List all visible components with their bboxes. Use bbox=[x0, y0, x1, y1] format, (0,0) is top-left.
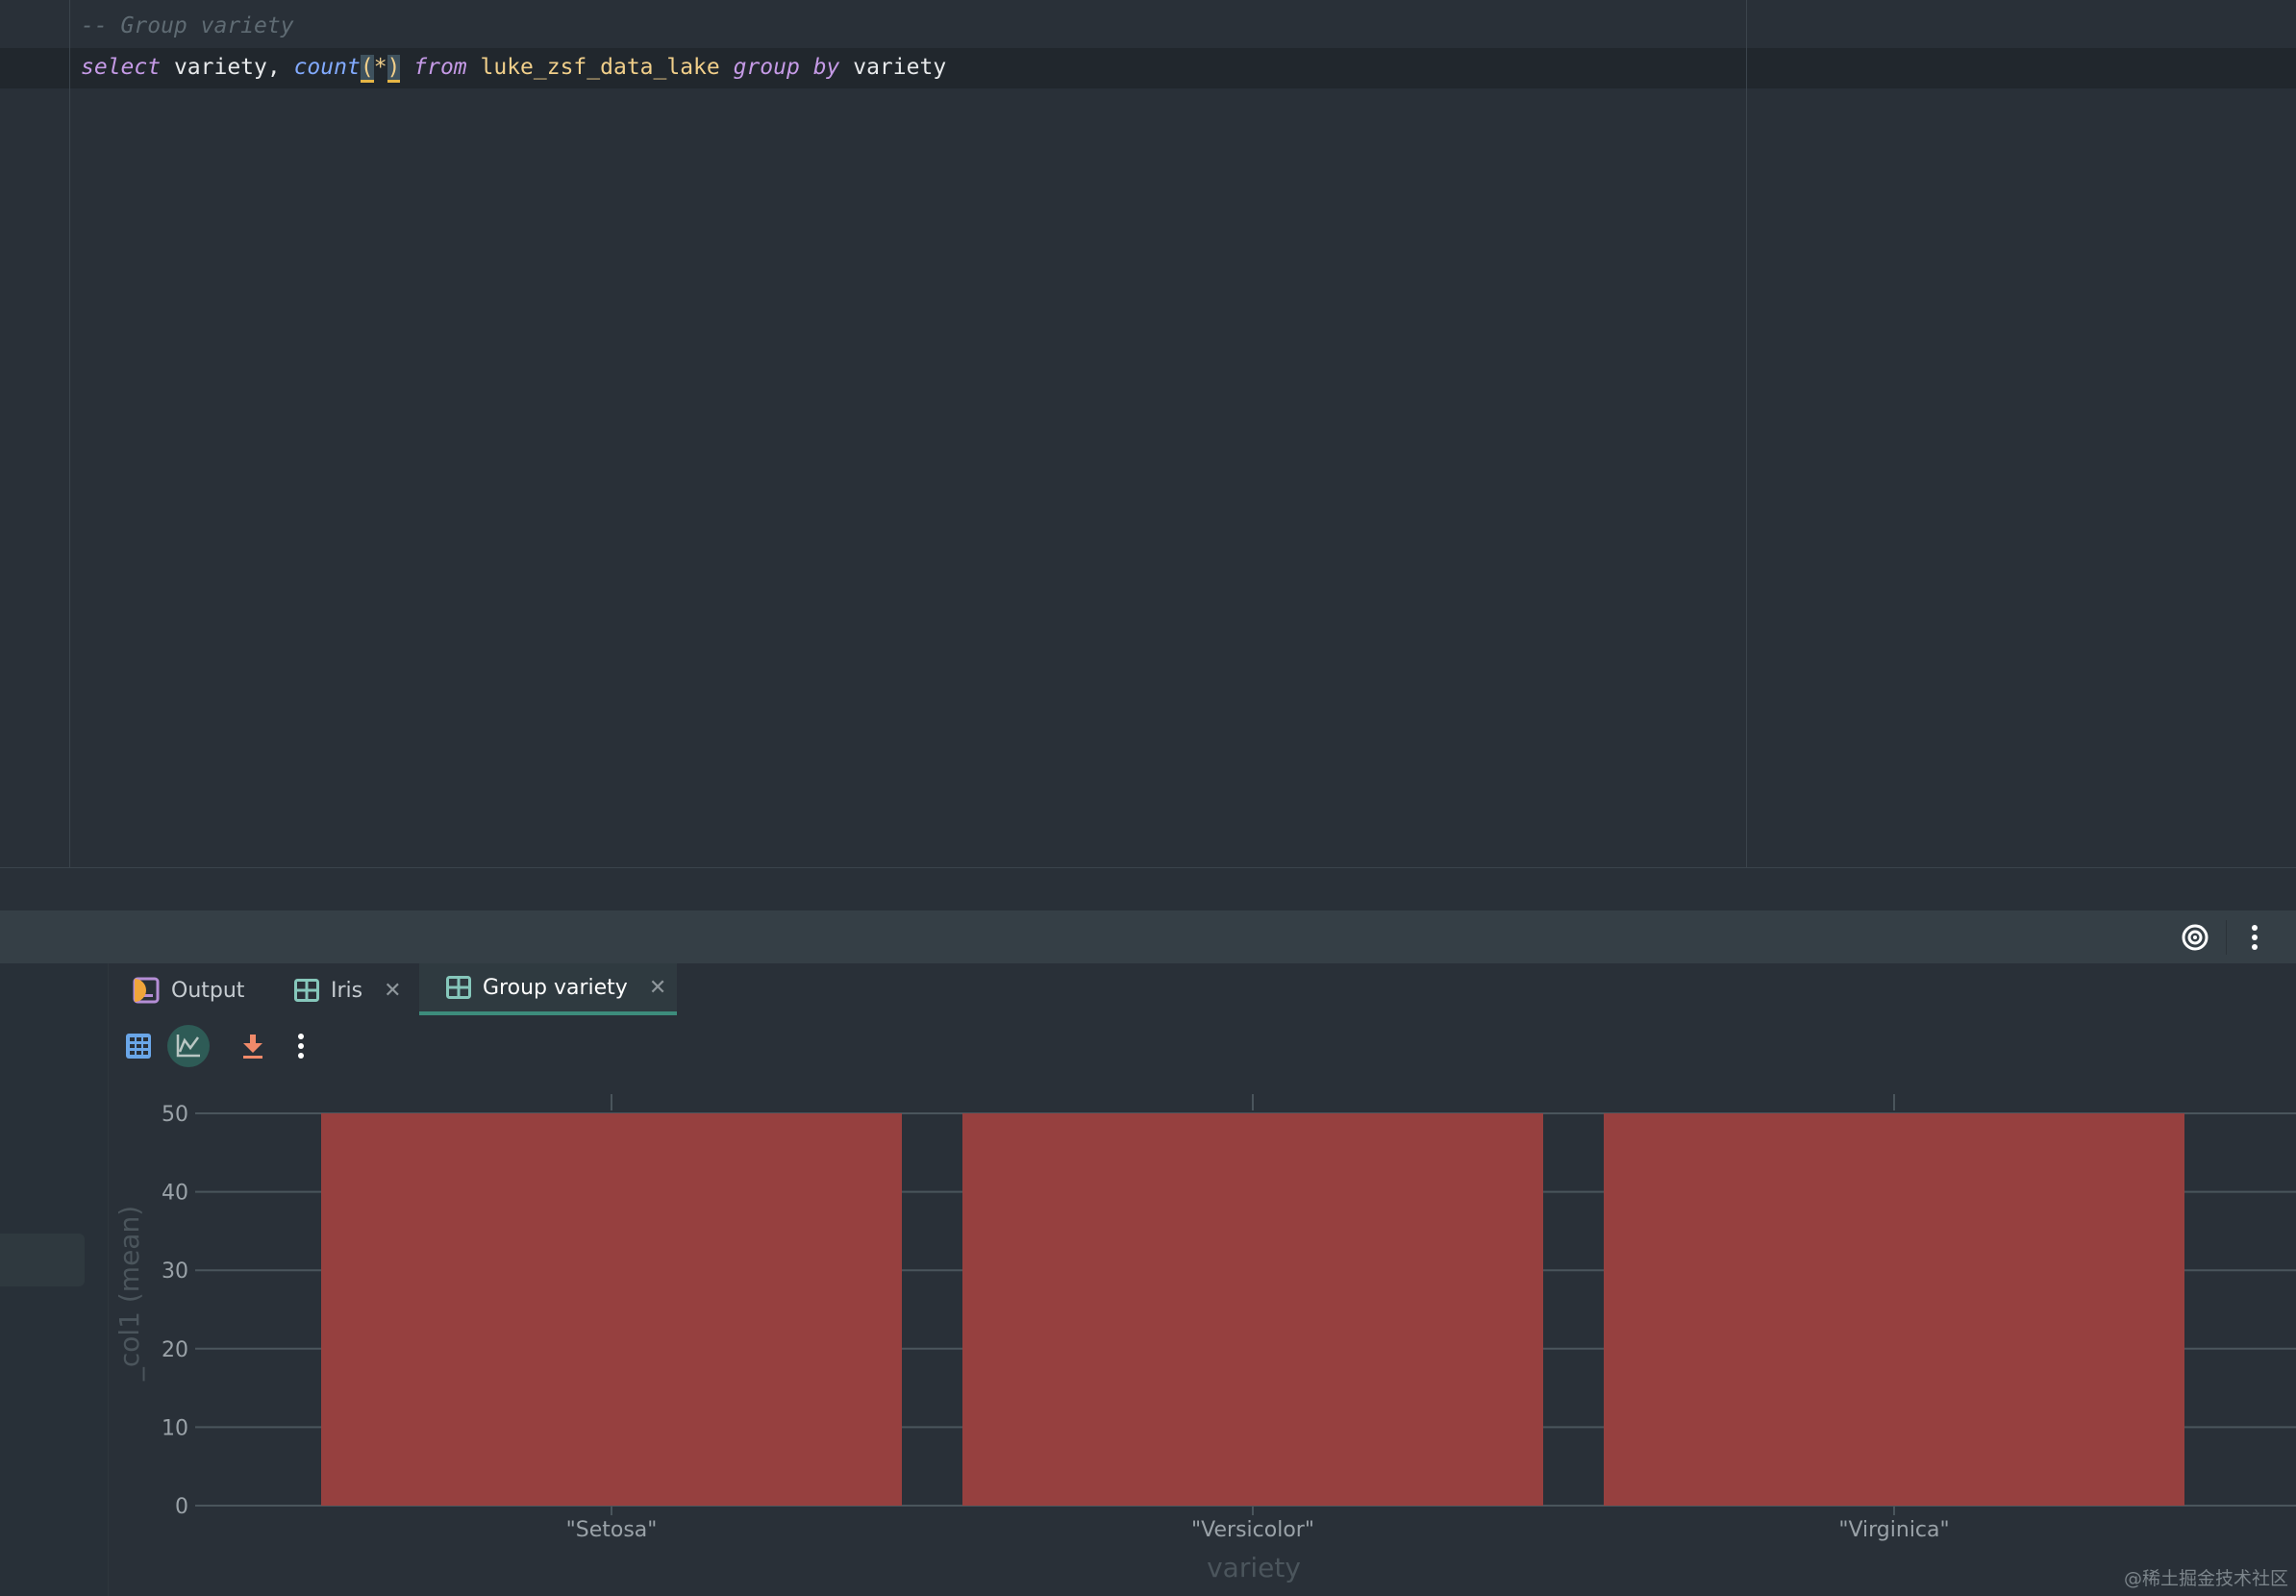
function: count bbox=[293, 55, 361, 80]
bar-1[interactable] bbox=[962, 1113, 1543, 1506]
tab-iris[interactable]: Iris ✕ bbox=[294, 963, 402, 1017]
y-tick-label: 40 bbox=[162, 1182, 188, 1206]
keyword: group bbox=[719, 55, 800, 80]
x-tick-label: "Versicolor" bbox=[1191, 1518, 1314, 1542]
close-icon[interactable]: ✕ bbox=[648, 975, 667, 1000]
download-icon[interactable] bbox=[240, 1033, 265, 1060]
tab-label: Group variety bbox=[483, 975, 628, 1000]
editor-footer bbox=[0, 867, 2296, 911]
services-panel-header bbox=[0, 910, 2296, 963]
y-tick-label: 10 bbox=[162, 1416, 188, 1440]
bracket-match: ) bbox=[387, 55, 401, 83]
target-icon[interactable] bbox=[2181, 923, 2209, 952]
keyword: from bbox=[400, 55, 481, 80]
more-vertical-icon[interactable] bbox=[2250, 923, 2259, 952]
watermark: @稀土掘金技术社区 bbox=[2123, 1568, 2288, 1589]
y-tick-label: 50 bbox=[162, 1103, 188, 1127]
identifier: variety bbox=[839, 55, 947, 80]
keyword: by bbox=[799, 55, 840, 80]
tab-label: Iris bbox=[331, 978, 363, 1003]
chart-view-icon[interactable] bbox=[166, 1025, 211, 1067]
current-line-highlight bbox=[0, 48, 2296, 88]
sql-editor[interactable] bbox=[0, 0, 2296, 867]
y-tick-label: 30 bbox=[162, 1259, 188, 1284]
table-icon bbox=[446, 976, 471, 999]
bar-2[interactable] bbox=[1604, 1113, 2184, 1506]
y-tick-label: 20 bbox=[162, 1338, 188, 1362]
code-line-comment[interactable]: -- Group variety bbox=[81, 13, 294, 38]
x-tick-label: "Setosa" bbox=[566, 1518, 658, 1542]
star: * bbox=[373, 55, 387, 80]
code-line-query[interactable]: select variety, count(*) from luke_zsf_d… bbox=[81, 55, 947, 83]
y-axis-label: _col1 (mean) bbox=[113, 1206, 145, 1382]
keyword: select bbox=[81, 55, 162, 80]
table-icon bbox=[294, 979, 319, 1002]
divider bbox=[2226, 920, 2227, 955]
x-tick-label: "Virginica" bbox=[1838, 1518, 1949, 1542]
bracket-match: ( bbox=[360, 55, 374, 83]
identifier: variety, bbox=[161, 55, 294, 80]
x-axis-label: variety bbox=[1207, 1552, 1301, 1584]
right-margin-guide bbox=[1746, 0, 1747, 867]
bar-0[interactable] bbox=[321, 1113, 902, 1506]
output-console-icon bbox=[133, 977, 160, 1004]
tab-label: Output bbox=[171, 978, 245, 1003]
tab-output[interactable]: Output bbox=[131, 963, 260, 1017]
selected-tree-item[interactable] bbox=[0, 1234, 85, 1286]
table-name: luke_zsf_data_lake bbox=[480, 55, 720, 80]
close-icon[interactable]: ✕ bbox=[384, 978, 402, 1003]
tab-group-variety[interactable]: Group variety ✕ bbox=[419, 963, 677, 1015]
gutter-divider bbox=[69, 0, 70, 867]
table-view-icon[interactable] bbox=[125, 1033, 152, 1060]
y-tick-label: 0 bbox=[175, 1495, 188, 1519]
more-vertical-icon[interactable] bbox=[296, 1033, 306, 1060]
